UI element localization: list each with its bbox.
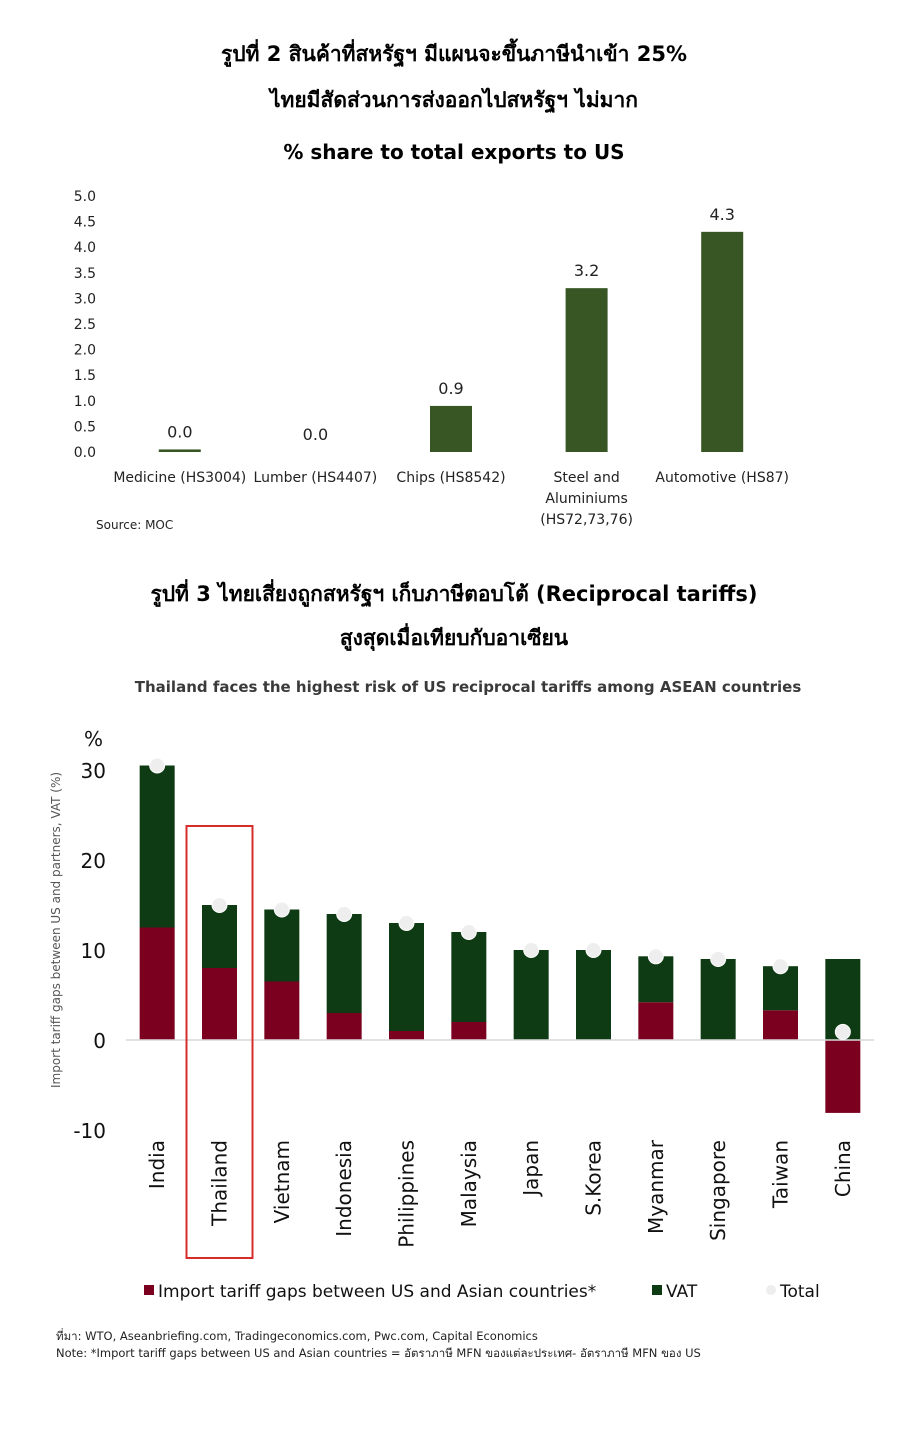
chart-2-total-marker bbox=[523, 942, 540, 958]
chart-2-bar-tariff-gap bbox=[139, 927, 175, 1040]
chart-1-title: % share to total exports to US bbox=[283, 140, 625, 164]
chart-2-y-tick-label: 30 bbox=[81, 759, 106, 783]
chart-1-bar bbox=[430, 405, 472, 452]
chart-1-y-tick-label: 4.5 bbox=[74, 215, 96, 231]
chart-1-y-tick-label: 0.5 bbox=[74, 419, 96, 435]
chart-1-category-label: Automotive (HS87) bbox=[655, 470, 789, 486]
chart-1-data-label: 4.3 bbox=[709, 205, 734, 224]
thailand-highlight-box bbox=[185, 825, 254, 1259]
chart-2-y-tick-label: 10 bbox=[81, 939, 106, 963]
chart-1-y-tick-label: 5.0 bbox=[74, 189, 96, 205]
chart-2-y-axis-label: Import tariff gaps between US and partne… bbox=[49, 772, 63, 1088]
chart-2-total-marker bbox=[273, 901, 290, 918]
chart-2-title: Thailand faces the highest risk of US re… bbox=[134, 678, 802, 696]
chart-2-total-marker bbox=[710, 951, 727, 967]
chart-2-total-marker bbox=[460, 924, 477, 940]
chart-2-category-label: Japan bbox=[519, 1140, 543, 1198]
legend-label: Import tariff gaps between US and Asian … bbox=[158, 1282, 596, 1302]
chart-2-bar-vat bbox=[513, 950, 549, 1040]
chart-2-category-label: Malaysia bbox=[457, 1140, 481, 1227]
chart-2-bar-tariff-gap bbox=[389, 1031, 424, 1040]
chart-2-bar-tariff-gap bbox=[763, 1010, 798, 1040]
chart-2-bar-tariff-gap bbox=[264, 981, 300, 1040]
chart-1-y-tick-label: 1.0 bbox=[74, 394, 96, 410]
chart-2-total-marker bbox=[585, 942, 602, 958]
chart-2-bar-vat bbox=[139, 765, 175, 928]
legend-total-swatch bbox=[766, 1285, 776, 1295]
chart-2-bar-tariff-gap bbox=[451, 1022, 487, 1040]
chart-2-total-marker bbox=[211, 897, 228, 913]
chart-2-category-label: India bbox=[145, 1140, 169, 1189]
chart-2-bar-tariff-gap bbox=[326, 1013, 362, 1040]
chart-2-unit-label: % bbox=[84, 727, 103, 751]
chart-1-y-tick-label: 3.5 bbox=[74, 266, 96, 282]
chart-1-y-tick-label: 3.0 bbox=[74, 291, 96, 307]
chart-2-bar-vat bbox=[389, 923, 424, 1031]
chart-2-bar-tariff-gap bbox=[202, 968, 237, 1040]
chart-2-category-label: Singapore bbox=[706, 1140, 730, 1241]
chart-2-bar-vat bbox=[202, 905, 237, 968]
chart-2-category-label: Vietnam bbox=[270, 1140, 294, 1223]
figure-3-title-line-1: รูปที่ 3 ไทยเสี่ยงถูกสหรัฐฯ เก็บภาษีตอบโ… bbox=[150, 582, 758, 606]
chart-2-source: ที่มา: WTO, Aseanbriefing.com, Tradingec… bbox=[56, 1328, 538, 1343]
chart-2-total-marker bbox=[149, 757, 166, 774]
chart-2-note: Note: *Import tariff gaps between US and… bbox=[56, 1346, 701, 1360]
chart-2-bar-tariff-gap bbox=[638, 1002, 674, 1040]
chart-2-bar-vat bbox=[264, 909, 300, 982]
chart-1-y-tick-label: 0.0 bbox=[74, 445, 96, 461]
chart-1-y-tick-label: 4.0 bbox=[74, 240, 96, 256]
chart-2-total-marker bbox=[398, 915, 415, 931]
chart-1-category-label: Steel and Aluminiums (HS72,73,76) bbox=[540, 470, 633, 528]
chart-2-category-label: Philippines bbox=[395, 1140, 419, 1248]
chart-2-category-label: Indonesia bbox=[332, 1140, 356, 1237]
chart-1-data-label: 3.2 bbox=[574, 261, 599, 280]
legend-label: VAT bbox=[666, 1282, 698, 1302]
chart-2-category-label: Thailand bbox=[208, 1140, 232, 1227]
chart-2-bar-tariff-gap bbox=[825, 1040, 861, 1113]
legend-label: Total bbox=[779, 1282, 820, 1302]
chart-1-y-tick-label: 1.5 bbox=[74, 368, 96, 384]
chart-1-bar bbox=[701, 231, 744, 452]
chart-2-y-tick-label: -10 bbox=[73, 1119, 106, 1143]
legend-swatch bbox=[652, 1285, 662, 1295]
chart-1-data-label: 0.0 bbox=[167, 422, 192, 441]
chart-2-bar-vat bbox=[576, 950, 611, 1040]
chart-2-category-label: China bbox=[831, 1140, 855, 1197]
chart-1-bar bbox=[158, 449, 201, 452]
chart-1-bar bbox=[565, 288, 608, 452]
chart-1-y-tick-label: 2.0 bbox=[74, 343, 96, 359]
chart-2-bar-vat bbox=[451, 932, 487, 1022]
chart-1-category-label: Lumber (HS4407) bbox=[254, 470, 378, 486]
chart-2-total-marker bbox=[772, 958, 789, 975]
chart-2-category-label: Myanmar bbox=[644, 1139, 668, 1234]
chart-2-bar-vat bbox=[638, 956, 674, 1003]
chart-2-y-tick-label: 0 bbox=[93, 1029, 106, 1053]
chart-1-category-label: Chips (HS8542) bbox=[396, 470, 505, 486]
chart-2-bar-vat bbox=[763, 966, 798, 1011]
chart-2-bar-vat bbox=[700, 959, 736, 1040]
chart-1-category-label: Medicine (HS3004) bbox=[113, 470, 246, 486]
chart-2-bar-vat bbox=[326, 914, 362, 1013]
chart-2-total-marker bbox=[336, 906, 353, 922]
figure-2-title-line-1: รูปที่ 2 สินค้าที่สหรัฐฯ มีแผนจะขึ้นภาษี… bbox=[220, 42, 688, 66]
chart-1-data-label: 0.9 bbox=[438, 379, 463, 398]
chart-2-y-tick-label: 20 bbox=[81, 849, 106, 873]
figure-2-title-line-2: ไทยมีสัดส่วนการส่งออกไปสหรัฐฯ ไม่มาก bbox=[269, 88, 639, 112]
chart-1-data-label: 0.0 bbox=[303, 425, 328, 444]
chart-2-category-label: Taiwan bbox=[769, 1140, 793, 1209]
legend-swatch bbox=[144, 1285, 154, 1295]
chart-2-category-label: S.Korea bbox=[582, 1140, 606, 1216]
chart-2-total-marker bbox=[834, 1023, 851, 1040]
chart-1-export-share: 0.0 0.5 1.0 1.5 2.0 2.5 3.0 3.5 4.0 4.5 5.0 0.0 0.0… bbox=[74, 189, 789, 532]
chart-2-total-marker bbox=[647, 948, 664, 965]
chart-1-source: Source: MOC bbox=[96, 518, 173, 532]
figure-3-title-line-2: สูงสุดเมื่อเทียบกับอาเซียน bbox=[339, 626, 569, 650]
chart-2-bar-vat bbox=[825, 959, 861, 1040]
chart-1-y-tick-label: 2.5 bbox=[74, 317, 96, 333]
